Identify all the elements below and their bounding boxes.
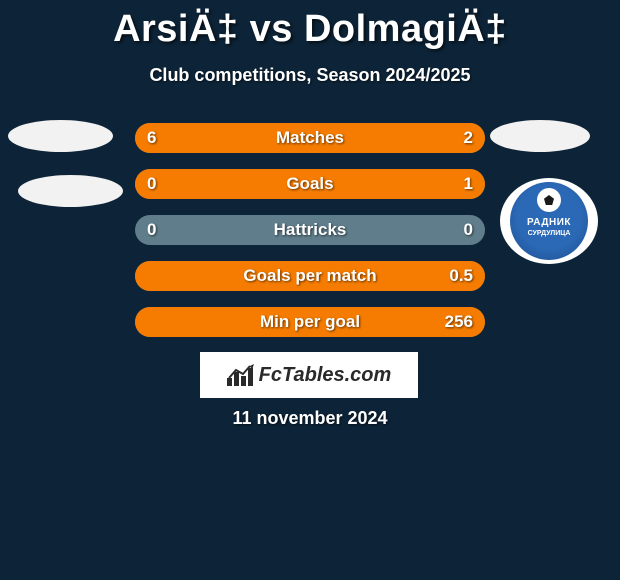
stat-label: Goals per match (135, 261, 485, 291)
stat-row: 01Goals (135, 169, 485, 199)
player-photo-placeholder-right (490, 120, 590, 152)
date-text: 11 november 2024 (0, 408, 620, 429)
brand-chart-icon (227, 364, 255, 386)
page-title: ArsiÄ‡ vs DolmagiÄ‡ (0, 0, 620, 51)
player-photo-placeholder-left-bottom (18, 175, 123, 207)
stat-label: Min per goal (135, 307, 485, 337)
stat-row: 256Min per goal (135, 307, 485, 337)
badge-text-main: РАДНИК (527, 217, 571, 228)
badge-text-sub: СУРДУЛИЦА (528, 230, 571, 237)
stat-row: 62Matches (135, 123, 485, 153)
club-badge: РАДНИК СУРДУЛИЦА (500, 178, 598, 264)
stat-label: Hattricks (135, 215, 485, 245)
stat-label: Goals (135, 169, 485, 199)
subtitle: Club competitions, Season 2024/2025 (0, 65, 620, 86)
stat-label: Matches (135, 123, 485, 153)
brand-text: FcTables.com (259, 364, 392, 387)
stat-row: 00Hattricks (135, 215, 485, 245)
stats-container: 62Matches 01Goals 00Hattricks 0.5Goals per … (135, 123, 485, 353)
brand-box[interactable]: FcTables.com (200, 352, 418, 398)
stat-row: 0.5Goals per match (135, 261, 485, 291)
player-photo-placeholder-left-top (8, 120, 113, 152)
soccer-ball-icon (537, 188, 561, 212)
